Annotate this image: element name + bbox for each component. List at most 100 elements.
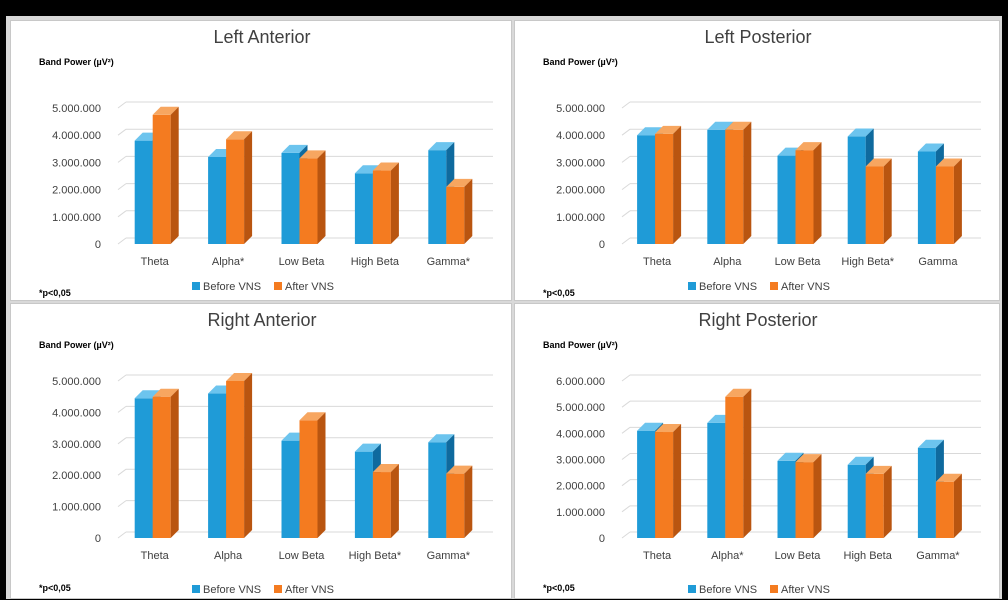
bar-after-3 xyxy=(372,464,399,538)
legend-label: Before VNS xyxy=(699,281,757,293)
bar-after-1 xyxy=(226,373,253,538)
y-tick-label: 4.000.000 xyxy=(52,130,101,142)
gridline-depth xyxy=(621,400,631,408)
chart-svg: Left Posterior Band Power (µV²) 0 1.000.000… xyxy=(543,27,981,298)
x-tick-label: Gamma* xyxy=(427,256,471,268)
gridline-depth xyxy=(621,531,631,539)
x-tick-label: High Beta* xyxy=(841,256,894,268)
legend-label: After VNS xyxy=(781,584,830,596)
gridline-depth xyxy=(117,183,127,191)
bar-after-2 xyxy=(795,142,822,244)
y-tick-label: 0 xyxy=(95,533,101,545)
gridline-depth xyxy=(117,155,127,163)
x-tick-label: Gamma* xyxy=(427,550,471,562)
legend-label: Before VNS xyxy=(203,584,261,596)
figure-frame: Left Anterior Band Power (µV²) 0 1.000.000 2… xyxy=(6,16,1002,599)
bar-after-1 xyxy=(226,131,253,244)
significance-note: *p<0,05 xyxy=(543,288,575,298)
y-tick-label: 2.000.000 xyxy=(556,185,605,197)
gridline-depth xyxy=(621,237,631,245)
x-tick-label: Gamma xyxy=(918,256,958,268)
gridline-depth xyxy=(117,237,127,245)
gridline-depth xyxy=(621,479,631,487)
gridline-depth xyxy=(621,374,631,382)
bar-after-3 xyxy=(865,465,892,538)
legend-swatch xyxy=(770,282,778,290)
chart-panel-left-anterior: Left Anterior Band Power (µV²) 0 1.000.000 2… xyxy=(10,20,512,301)
x-tick-label: Low Beta xyxy=(775,256,822,268)
gridline-depth xyxy=(621,505,631,513)
bar-after-0 xyxy=(152,106,179,244)
y-tick-label: 5.000.000 xyxy=(52,103,101,115)
x-tick-label: Theta xyxy=(141,256,170,268)
gridline-depth xyxy=(117,101,127,109)
legend-swatch xyxy=(688,585,696,593)
chart-svg: Right Anterior Band Power (µV²) 0 1.000.000… xyxy=(39,310,493,596)
x-tick-label: Theta xyxy=(141,550,170,562)
legend-swatch xyxy=(192,585,200,593)
chart-panel-right-anterior: Right Anterior Band Power (µV²) 0 1.000.000… xyxy=(10,303,512,599)
y-axis-label: Band Power (µV²) xyxy=(39,57,114,67)
bar-after-1 xyxy=(725,121,752,244)
y-tick-label: 1.000.000 xyxy=(52,212,101,224)
x-tick-label: High Beta* xyxy=(349,550,402,562)
bar-after-0 xyxy=(655,424,682,538)
legend-swatch xyxy=(274,282,282,290)
y-tick-label: 3.000.000 xyxy=(52,439,101,451)
gridline-depth xyxy=(621,155,631,163)
bar-after-0 xyxy=(152,388,179,538)
chart-svg: Right Posterior Band Power (µV²) 0 1.000.00… xyxy=(543,310,981,596)
significance-note: *p<0,05 xyxy=(543,583,575,593)
y-tick-label: 1.000.000 xyxy=(556,507,605,519)
bar-after-4 xyxy=(446,465,473,538)
legend-label: After VNS xyxy=(285,584,334,596)
chart-title: Right Posterior xyxy=(698,310,817,330)
y-axis-label: Band Power (µV²) xyxy=(543,340,618,350)
gridline-depth xyxy=(117,128,127,136)
y-tick-label: 4.000.000 xyxy=(52,407,101,419)
y-tick-label: 6.000.000 xyxy=(556,376,605,388)
y-tick-label: 1.000.000 xyxy=(52,502,101,514)
y-tick-label: 5.000.000 xyxy=(556,402,605,414)
bar-after-2 xyxy=(795,454,822,538)
y-tick-label: 5.000.000 xyxy=(556,103,605,115)
chart-panel-right-posterior: Right Posterior Band Power (µV²) 0 1.000.00… xyxy=(514,303,1000,599)
y-tick-label: 0 xyxy=(95,239,101,251)
gridline-depth xyxy=(117,531,127,539)
y-tick-label: 4.000.000 xyxy=(556,130,605,142)
y-tick-label: 3.000.000 xyxy=(556,455,605,467)
bar-after-4 xyxy=(446,178,473,244)
x-tick-label: Alpha xyxy=(713,256,742,268)
gridline-depth xyxy=(117,210,127,218)
chart-svg: Left Anterior Band Power (µV²) 0 1.000.000 2… xyxy=(39,27,493,298)
legend-label: Before VNS xyxy=(699,584,757,596)
gridline-depth xyxy=(117,437,127,445)
legend-label: After VNS xyxy=(781,281,830,293)
significance-note: *p<0,05 xyxy=(39,583,71,593)
legend-swatch xyxy=(192,282,200,290)
legend-swatch xyxy=(770,585,778,593)
gridline-depth xyxy=(621,183,631,191)
x-tick-label: Gamma* xyxy=(916,550,960,562)
bar-after-4 xyxy=(935,473,962,538)
x-tick-label: Theta xyxy=(643,550,672,562)
x-tick-label: High Beta xyxy=(844,550,893,562)
bar-after-2 xyxy=(299,150,326,244)
x-tick-label: Low Beta xyxy=(775,550,822,562)
bar-after-0 xyxy=(655,125,682,244)
legend-swatch xyxy=(688,282,696,290)
x-tick-label: Alpha* xyxy=(212,256,245,268)
legend-label: Before VNS xyxy=(203,281,261,293)
y-axis-label: Band Power (µV²) xyxy=(543,57,618,67)
bar-after-2 xyxy=(299,412,326,538)
gridline-depth xyxy=(621,210,631,218)
chart-panel-left-posterior: Left Posterior Band Power (µV²) 0 1.000.000… xyxy=(514,20,1000,301)
gridline-depth xyxy=(117,406,127,413)
gridline-depth xyxy=(621,128,631,136)
bar-after-1 xyxy=(725,388,752,538)
y-tick-label: 0 xyxy=(599,239,605,251)
bar-after-3 xyxy=(865,158,892,244)
x-tick-label: Alpha* xyxy=(711,550,744,562)
gridline-depth xyxy=(621,426,631,434)
bar-after-3 xyxy=(372,162,399,244)
